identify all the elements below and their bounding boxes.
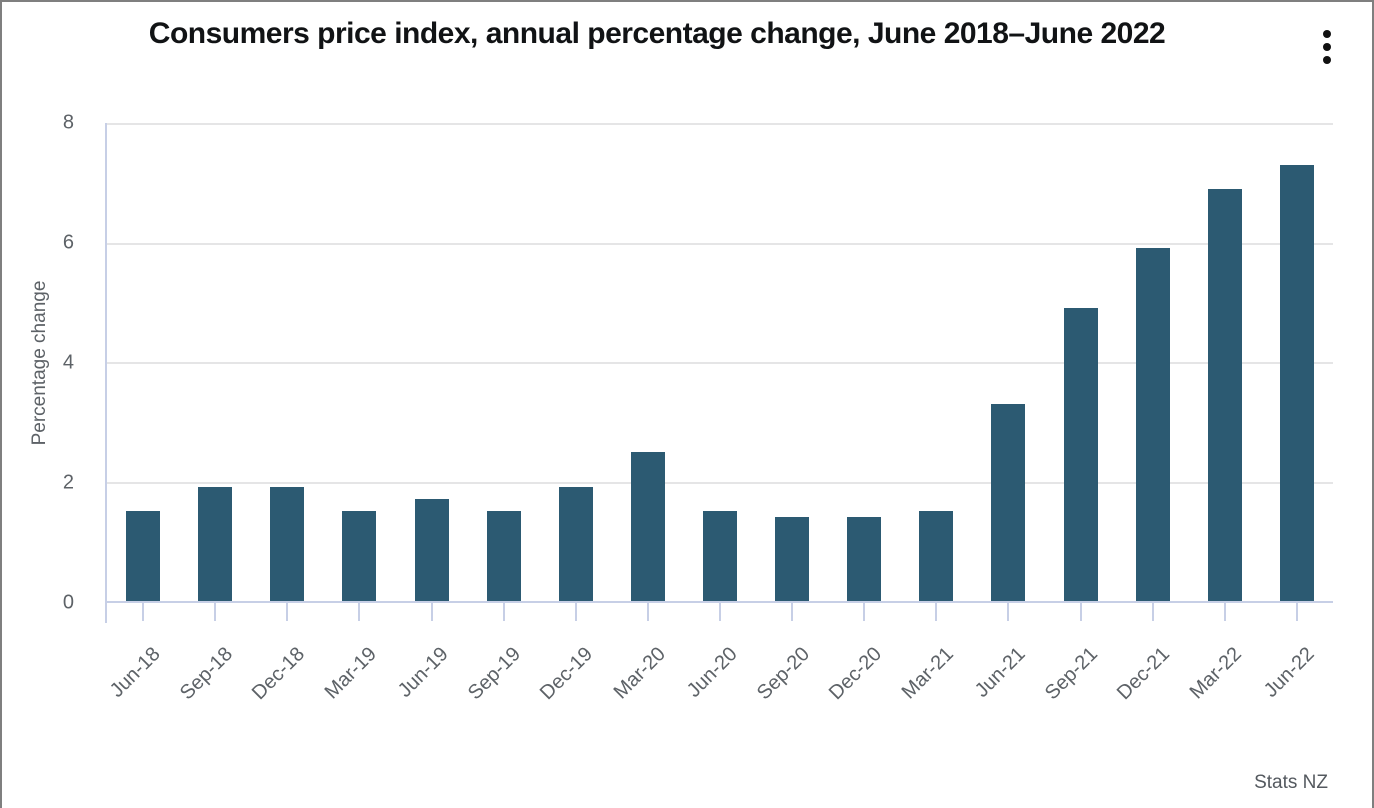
x-axis-tick: [358, 601, 361, 621]
x-axis-tick-label: Sep-19: [464, 643, 526, 705]
bar-Jun-19[interactable]: [414, 499, 449, 601]
x-axis-tick-label: Dec-18: [247, 643, 309, 705]
x-axis-tick: [502, 601, 505, 621]
x-axis-tick: [1295, 601, 1298, 621]
x-axis-tick: [214, 601, 217, 621]
x-axis-tick-label: Jun-21: [971, 643, 1031, 702]
kebab-dot: [1323, 43, 1331, 51]
source-attribution: Stats NZ: [1254, 772, 1328, 793]
x-axis-tick: [863, 601, 866, 621]
x-axis-tick-label: Dec-20: [824, 643, 886, 705]
bar-Mar-20[interactable]: [630, 451, 665, 601]
gridline: [107, 123, 1333, 125]
y-axis-tick-label: 8: [62, 111, 74, 134]
x-axis-tick-label: Jun-20: [682, 643, 742, 702]
bar-Dec-19[interactable]: [558, 487, 593, 601]
x-axis-tick-label: Jun-18: [105, 643, 165, 702]
y-axis-labels: 0 2 4 6 8: [22, 112, 74, 614]
x-axis-tick-label: Jun-19: [394, 643, 454, 702]
axis-corner-tick: [105, 603, 107, 623]
x-axis-tick: [935, 601, 938, 621]
plot-area: Jun-18 Sep-18 Dec-18 Mar-19 Jun-19 Sep-19 Dec-…: [105, 123, 1333, 704]
x-axis-tick-label: Mar-20: [609, 643, 670, 704]
y-axis-tick-label: 4: [62, 351, 74, 374]
x-axis-tick-label: Dec-21: [1113, 643, 1175, 705]
bar-Dec-18[interactable]: [270, 487, 305, 601]
gridline: [107, 481, 1333, 484]
bar-Mar-19[interactable]: [342, 511, 377, 601]
x-axis-tick-label: Mar-22: [1186, 643, 1247, 704]
bar-Sep-18[interactable]: [198, 487, 233, 601]
bar-Jun-20[interactable]: [703, 511, 737, 601]
x-axis-tick-label: Sep-18: [175, 643, 237, 705]
kebab-dot: [1323, 30, 1331, 38]
bar-Dec-20[interactable]: [847, 517, 882, 601]
x-axis-tick: [1151, 601, 1154, 621]
kebab-dot: [1323, 56, 1331, 64]
x-axis-tick: [286, 601, 289, 621]
x-axis-tick-label: Jun-22: [1259, 643, 1319, 702]
x-axis-tick: [1079, 601, 1082, 621]
bar-Jun-21[interactable]: [991, 403, 1026, 601]
x-axis-tick-label: Mar-19: [320, 643, 381, 704]
bar-Sep-19[interactable]: [486, 511, 521, 601]
x-axis-tick: [1007, 601, 1010, 621]
x-axis-tick-label: Dec-19: [536, 643, 598, 705]
x-axis-tick: [646, 601, 649, 621]
y-axis-tick-label: 0: [62, 591, 74, 614]
x-axis-tick-label: Sep-21: [1040, 643, 1103, 705]
bar-Dec-21[interactable]: [1135, 248, 1170, 601]
bar-Sep-21[interactable]: [1063, 308, 1098, 601]
x-axis-tick: [719, 601, 721, 621]
chart-title: Consumers price index, annual percentage…: [148, 17, 1166, 50]
bar-Sep-20[interactable]: [775, 517, 810, 601]
x-axis-tick: [791, 601, 794, 621]
gridline: [107, 362, 1333, 364]
x-axis-tick: [1223, 601, 1226, 621]
y-axis-tick-label: 2: [62, 471, 74, 494]
x-axis-tick-label: Mar-21: [897, 643, 958, 704]
x-axis-tick: [142, 601, 145, 621]
bar-Mar-21[interactable]: [919, 511, 954, 601]
x-axis-tick-label: Sep-20: [752, 643, 814, 705]
gridline: [107, 242, 1333, 245]
bar-Mar-22[interactable]: [1207, 188, 1242, 601]
kebab-menu-icon[interactable]: [1322, 30, 1332, 64]
x-axis-tick: [574, 601, 577, 621]
bar-Jun-22[interactable]: [1279, 164, 1314, 601]
x-axis-tick: [430, 601, 433, 621]
bar-Jun-18[interactable]: [126, 511, 161, 601]
y-axis-tick-label: 6: [62, 231, 74, 254]
